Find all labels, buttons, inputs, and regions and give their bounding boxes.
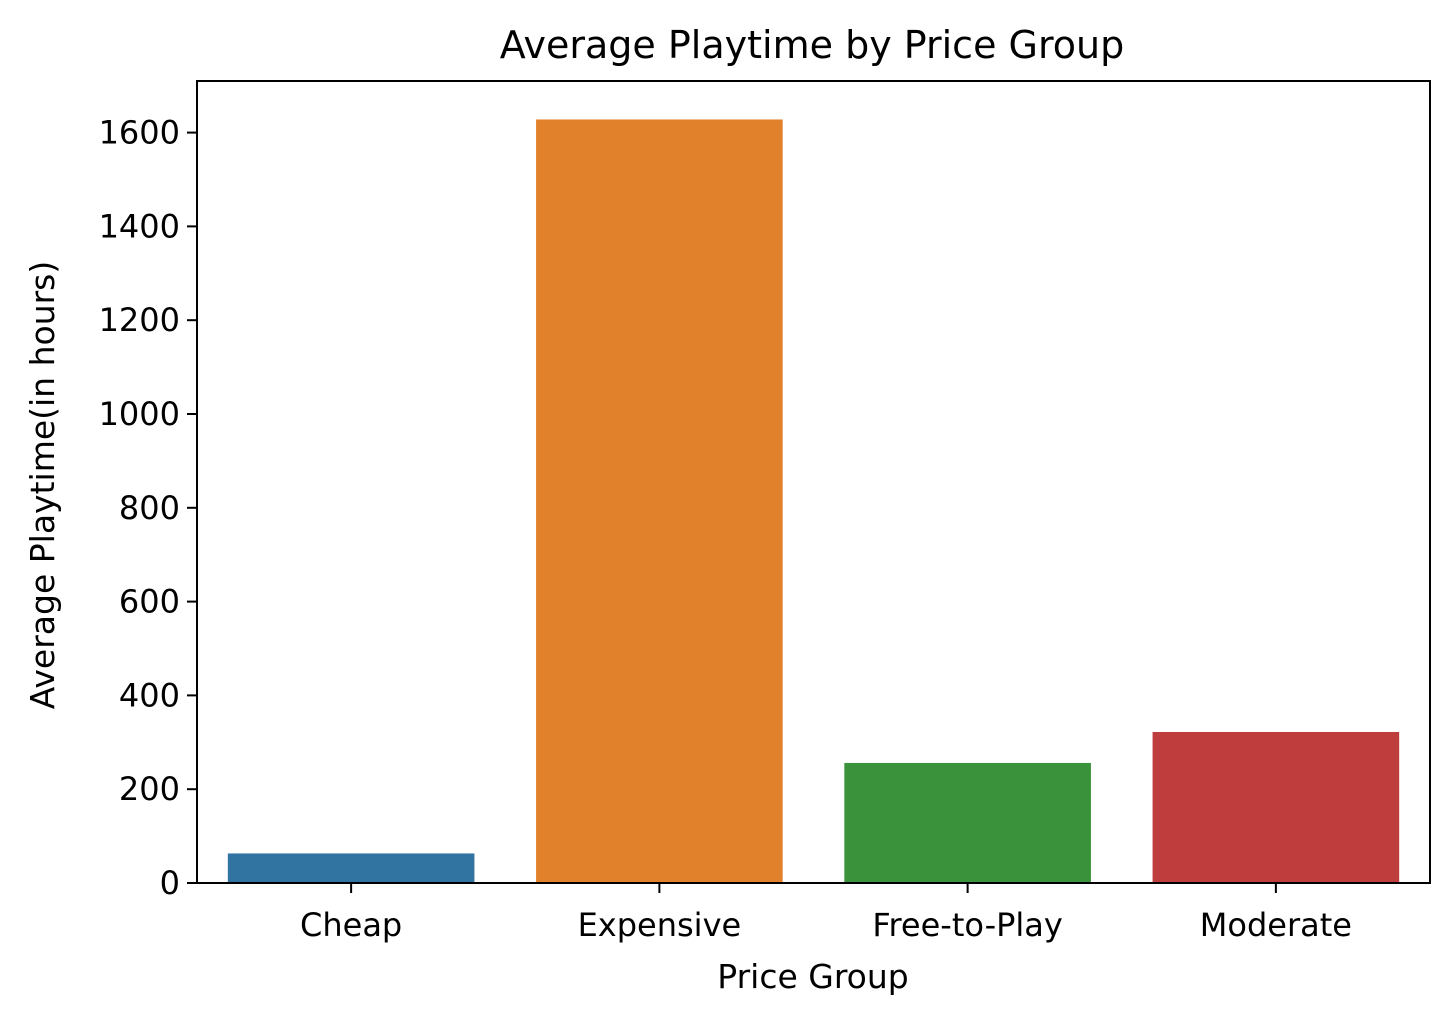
y-tick-label: 600 [119, 583, 180, 621]
bar-free-to-play [844, 762, 1091, 883]
y-axis: 0 200 400 600 800 1000 1200 1400 1600 [99, 114, 197, 902]
x-tick-label: Free-to-Play [872, 906, 1062, 944]
y-tick-label: 1000 [99, 395, 180, 433]
y-tick-label: 400 [119, 676, 180, 714]
y-tick-label: 1200 [99, 301, 180, 339]
x-tick-label: Cheap [300, 906, 402, 944]
y-tick-label: 1400 [99, 207, 180, 245]
y-tick-label: 800 [119, 489, 180, 527]
bar-moderate [1152, 731, 1400, 883]
x-axis-label: Price Group [717, 957, 908, 996]
x-axis: Cheap Expensive Free-to-Play Moderate [300, 883, 1352, 944]
x-tick-label: Moderate [1200, 906, 1352, 944]
plot-frame [196, 80, 1431, 884]
y-tick-label: 0 [160, 864, 180, 902]
bar-expensive [536, 119, 783, 883]
chart-title: Average Playtime by Price Group [500, 23, 1124, 67]
bars-group [227, 119, 1400, 883]
x-tick-label: Expensive [578, 906, 742, 944]
y-axis-label: Average Playtime(in hours) [23, 261, 62, 709]
y-tick-label: 200 [119, 770, 180, 808]
bar-cheap [227, 853, 475, 883]
y-tick-label: 1600 [99, 114, 180, 152]
